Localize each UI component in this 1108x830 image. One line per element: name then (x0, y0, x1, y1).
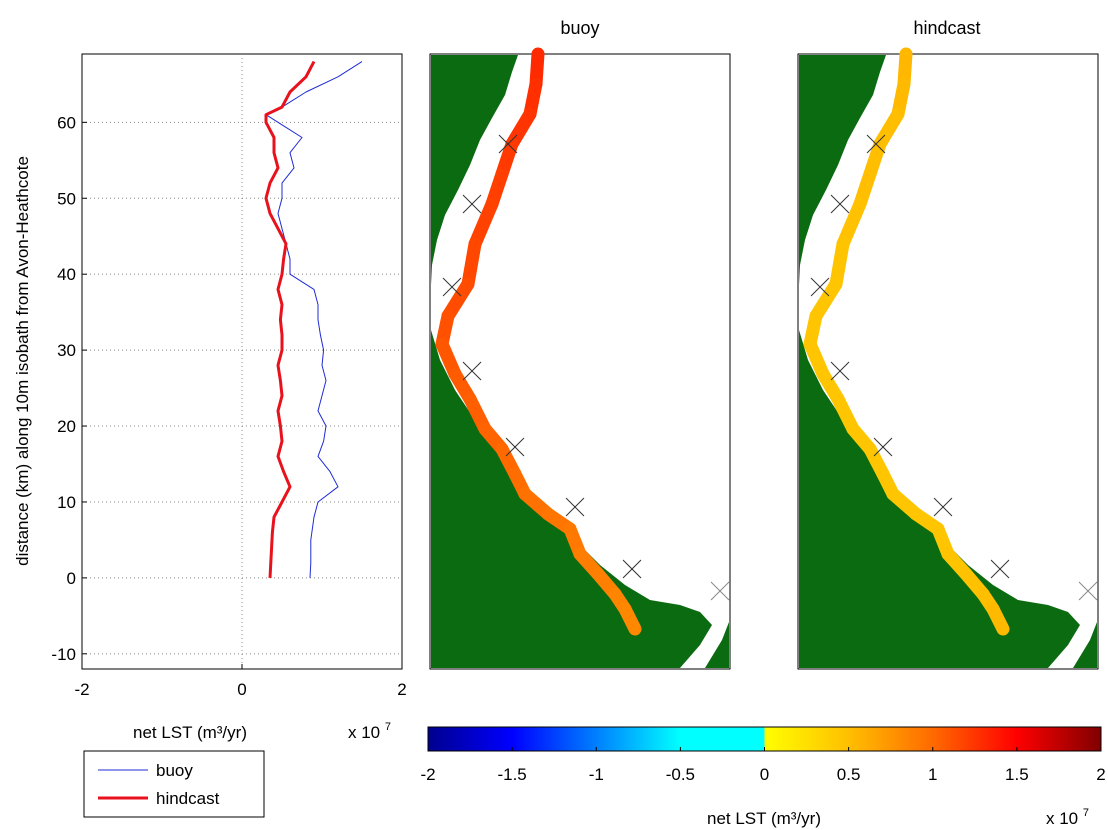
y-tick-label: 20 (57, 417, 76, 436)
colorbar-multiplier: x 10 7 (1046, 807, 1089, 828)
track-marker (462, 194, 482, 214)
legend-label-buoy: buoy (156, 761, 193, 780)
y-axis-label: distance (km) along 10m isobath from Avo… (13, 156, 32, 566)
line-plot-gridlines (82, 54, 402, 669)
colorbar: -2 -1.5 -1 -0.5 0 0.5 1 1.5 2 net LST (m³/yr) x … (420, 726, 1106, 828)
land-hindcast (799, 55, 1097, 668)
y-tick-label: 50 (57, 189, 76, 208)
land-corner-hindcast (1073, 622, 1097, 668)
map-panel-buoy: buoy (429, 18, 731, 670)
legend: buoy hindcast (83, 750, 265, 818)
colorbar-tick-label: 1 (928, 765, 937, 784)
track-marker (810, 277, 830, 297)
land-upper-buoy (431, 55, 518, 285)
line-plot-y-ticks: -10 0 10 20 30 40 50 60 (51, 113, 87, 664)
y-tick-label: 10 (57, 493, 76, 512)
y-tick-label: -10 (51, 645, 76, 664)
y-tick-label: 60 (57, 113, 76, 132)
colorbar-tick-label: -1 (589, 765, 604, 784)
track-markers-hindcast (810, 134, 1098, 601)
colorbar-tick-label: -1.5 (497, 765, 526, 784)
track-marker (873, 437, 893, 457)
colorbar-label: net LST (m³/yr) (707, 809, 821, 828)
track-marker (565, 497, 585, 517)
series-line-buoy (265, 61, 363, 578)
track-marker (505, 437, 525, 457)
map-title-buoy: buoy (560, 18, 599, 38)
track-marker (1078, 581, 1098, 601)
lst-track-hindcast (803, 47, 1010, 636)
y-tick-label: 40 (57, 265, 76, 284)
track-segment (836, 197, 867, 251)
colorbar-multiplier-base: x 10 (1046, 809, 1078, 828)
track-marker (442, 277, 462, 297)
map-panel-hindcast: hindcast (797, 18, 1099, 670)
track-markers-buoy (442, 134, 730, 601)
colorbar-tick-label: -0.5 (666, 765, 695, 784)
legend-box (83, 750, 265, 818)
colorbar-tick-label: 1.5 (1005, 765, 1029, 784)
y-tick-label: 0 (67, 569, 76, 588)
track-marker (990, 559, 1010, 579)
track-segment (461, 237, 482, 291)
track-marker (830, 194, 850, 214)
x-tick-label: 2 (397, 680, 406, 699)
land-upper-hindcast (799, 55, 886, 285)
colorbar-tick-label: 0 (760, 765, 769, 784)
track-segment (468, 197, 499, 251)
track-segment (829, 237, 850, 291)
colorbar-ticks: -2 -1.5 -1 -0.5 0 0.5 1 1.5 2 (420, 747, 1106, 784)
colorbar-tick-label: -2 (420, 765, 435, 784)
y-tick-label: 30 (57, 341, 76, 360)
line-plot-panel: -10 0 10 20 30 40 50 60 -2 0 2 distance (km) alon… (13, 53, 407, 742)
legend-label-hindcast: hindcast (156, 789, 220, 808)
track-segment (986, 602, 1010, 636)
x-multiplier-base: x 10 (348, 723, 380, 742)
track-marker (462, 361, 482, 381)
x-multiplier-exponent: 7 (385, 721, 391, 733)
land-corner-buoy (705, 622, 729, 668)
track-marker (498, 134, 518, 154)
series-line-hindcast (264, 60, 316, 578)
colorbar-tick-label: 0.5 (837, 765, 861, 784)
colorbar-multiplier-exponent: 7 (1083, 807, 1089, 819)
x-multiplier: x 10 7 (348, 721, 391, 742)
track-segment (618, 602, 642, 636)
land-buoy (431, 55, 729, 668)
track-marker (622, 559, 642, 579)
x-tick-label: 0 (237, 680, 246, 699)
x-axis-label: net LST (m³/yr) (133, 723, 247, 742)
colorbar-tick-label: 2 (1096, 765, 1105, 784)
track-marker (710, 581, 730, 601)
track-marker (830, 361, 850, 381)
track-marker (933, 497, 953, 517)
line-plot-x-ticks: -2 0 2 (74, 664, 407, 699)
x-tick-label: -2 (74, 680, 89, 699)
track-marker (866, 134, 886, 154)
map-title-hindcast: hindcast (913, 18, 980, 38)
line-plot-series (264, 60, 363, 578)
land-lower-hindcast (799, 330, 1080, 668)
land-lower-buoy (431, 330, 712, 668)
lst-track-buoy (435, 47, 642, 636)
